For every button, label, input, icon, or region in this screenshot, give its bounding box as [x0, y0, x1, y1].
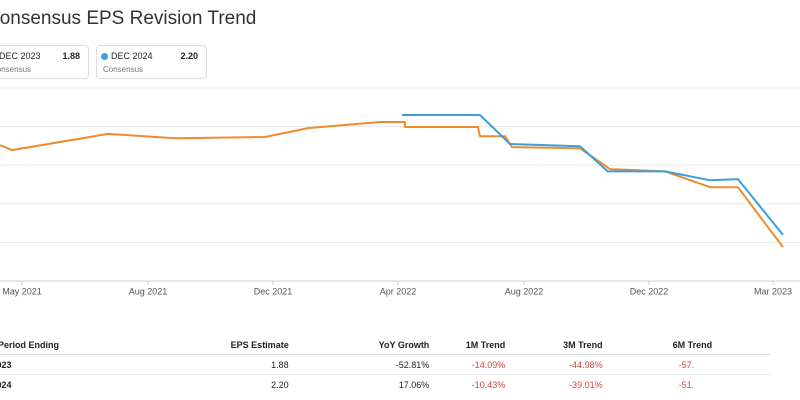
- legend-label: DEC 2023: [0, 51, 41, 61]
- x-tick-label: Mar 2023: [754, 286, 792, 296]
- legend-label: DEC 2024: [111, 51, 153, 61]
- cell: -57.: [602, 354, 770, 375]
- cell: 17.06%: [398, 379, 430, 390]
- x-tick-label: May 2021: [2, 286, 42, 296]
- legend-note: Consensus: [103, 65, 144, 74]
- cell: -14.09%: [429, 354, 506, 375]
- series-line: [402, 114, 784, 236]
- series-line: [0, 121, 784, 248]
- legend-card[interactable]: DEC 2023 1.88 Consensus: [0, 45, 89, 79]
- cell: DEC 2023: [0, 354, 114, 375]
- row: DEC 2023 1.88 -52.81% -14.09% -44.98% -5…: [0, 354, 770, 375]
- header-cell: YoY Growth: [288, 335, 430, 355]
- x-tick-label: Dec 2021: [254, 286, 293, 296]
- x-tick-label: Apr 2022: [380, 286, 417, 296]
- header-cell: 6M Trend: [602, 335, 770, 355]
- header-cell: 1M Trend: [429, 335, 506, 355]
- header-row: Fiscal Period Ending EPS Estimate YoY Gr…: [0, 335, 770, 355]
- row: DEC 2024 2.20 17.06% -10.43% -39.01% -51…: [0, 375, 770, 395]
- legend-note: Consensus: [0, 65, 32, 74]
- legend-dot: [101, 53, 108, 60]
- cell: -10.43%: [471, 379, 506, 390]
- x-tick-label: Aug 2022: [505, 286, 544, 296]
- cell: 1.88: [113, 354, 289, 375]
- x-tick-label: Dec 2022: [630, 286, 669, 296]
- chart: May 2021 Aug 2021 Dec 2021 Apr 2022 Aug 2022…: [0, 87, 800, 296]
- x-tick-label: Aug 2021: [129, 286, 168, 296]
- cell: -39.01%: [569, 379, 603, 390]
- header-cell: Fiscal Period Ending: [0, 335, 114, 355]
- chart-title: Consensus EPS Revision Trend: [0, 8, 257, 29]
- estimates-table: Fiscal Period Ending EPS Estimate YoY Gr…: [0, 335, 770, 394]
- cell: -44.98%: [505, 354, 603, 375]
- header-cell: EPS Estimate: [113, 335, 289, 355]
- header-cell: 3M Trend: [505, 335, 603, 355]
- cell: 2.20: [271, 379, 289, 390]
- cell: -52.81%: [288, 354, 430, 375]
- cell: -51.: [678, 379, 695, 390]
- legend-value: 2.20: [180, 51, 198, 61]
- legend-value: 1.88: [62, 51, 80, 61]
- legend-card[interactable]: DEC 2024 2.20 Consensus: [96, 45, 207, 79]
- cell: DEC 2024: [0, 379, 12, 390]
